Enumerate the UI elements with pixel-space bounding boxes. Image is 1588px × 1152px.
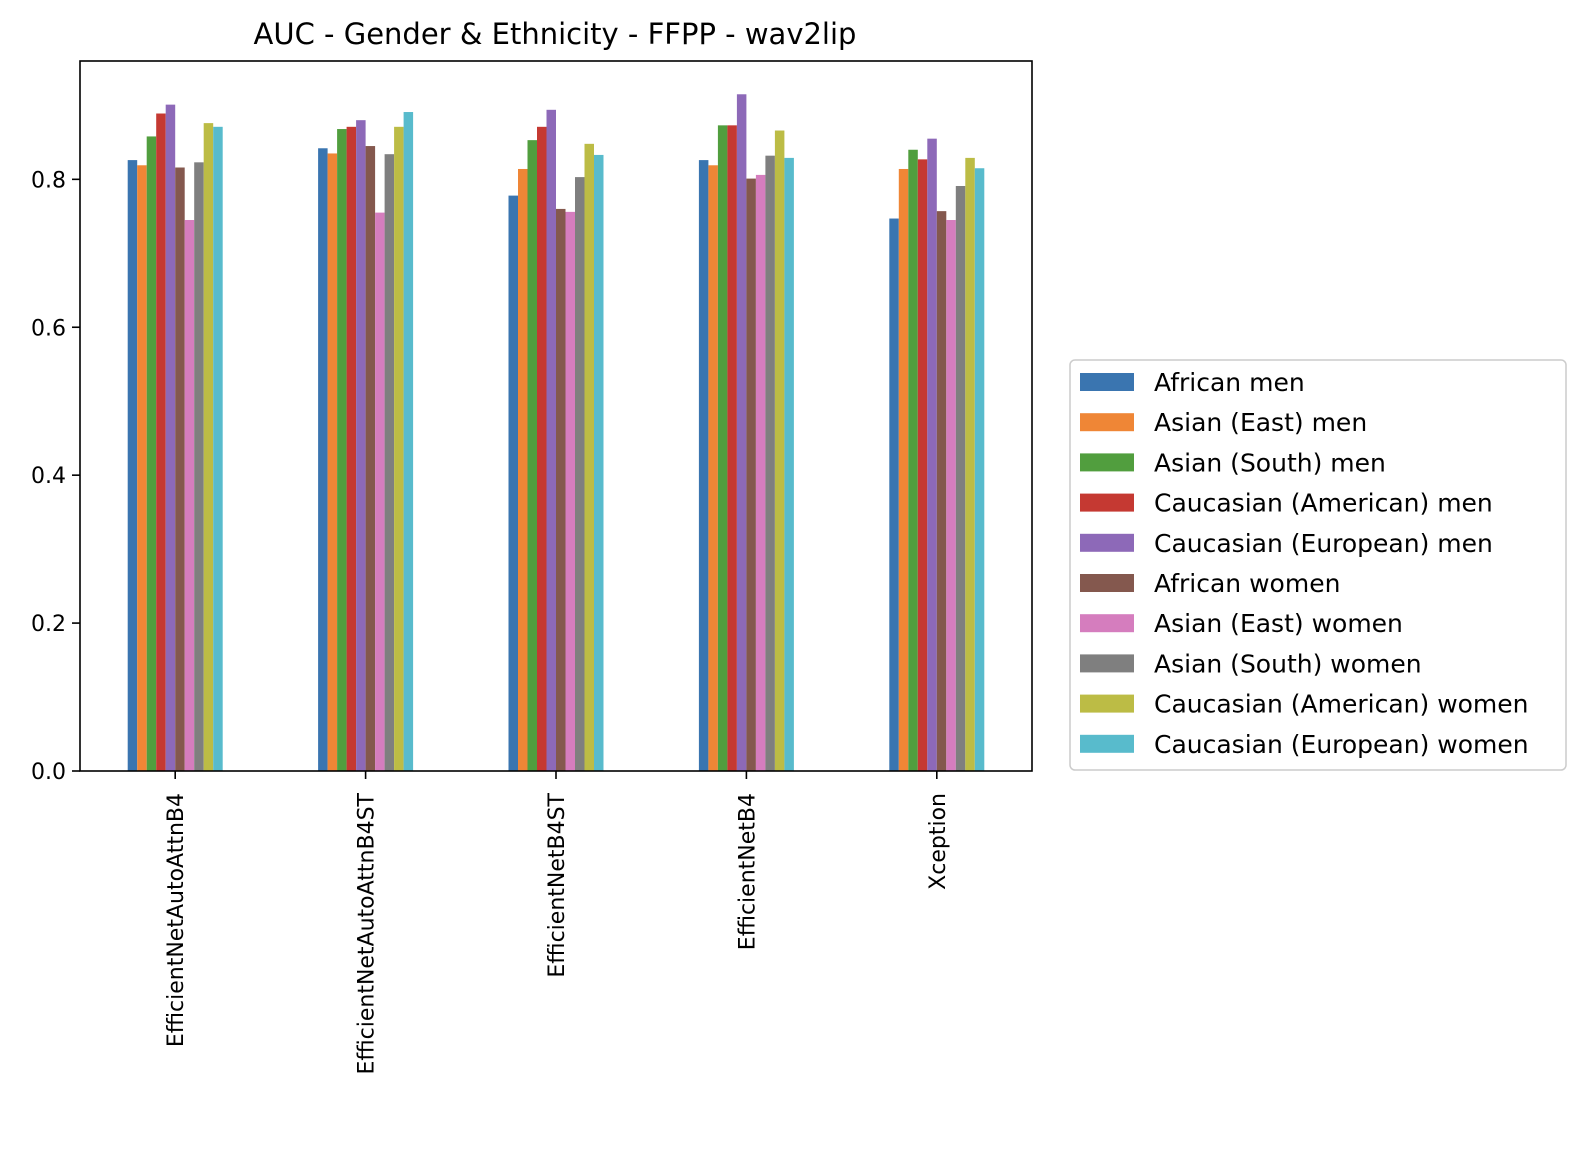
y-tick-label: 0.2	[31, 612, 66, 637]
bar	[403, 112, 414, 771]
bar	[384, 154, 395, 771]
legend-label: African men	[1154, 368, 1305, 397]
bar	[908, 149, 918, 771]
bar	[584, 143, 594, 771]
bar	[184, 220, 195, 771]
bar	[736, 94, 747, 771]
legend-swatch	[1080, 373, 1134, 391]
bar	[527, 140, 537, 771]
legend-frame	[1069, 359, 1567, 771]
bar	[127, 160, 138, 772]
x-axis: EfficientNetAutoAttnB4 EfficientNetAutoAt…	[164, 771, 951, 1075]
x-tick-label: EfficientNetAutoAttnB4	[164, 793, 189, 1047]
bar	[337, 129, 347, 772]
bars-layer	[127, 94, 985, 772]
bar	[889, 218, 899, 771]
bar	[375, 212, 385, 772]
bar	[727, 125, 737, 772]
legend-swatch	[1080, 654, 1134, 673]
bar	[546, 109, 556, 771]
legend-swatch	[1080, 694, 1134, 713]
bar	[698, 160, 709, 772]
bar	[936, 211, 947, 771]
bar	[194, 162, 204, 771]
bar	[556, 208, 566, 772]
bar	[213, 126, 223, 771]
bar	[717, 125, 728, 772]
bar	[318, 148, 328, 771]
legend-label: African women	[1154, 569, 1340, 598]
x-tick-label: EfficientNetB4	[735, 793, 760, 950]
y-tick-label: 0.6	[31, 316, 66, 341]
bar	[965, 157, 975, 771]
x-tick-label: Xception	[926, 793, 951, 890]
legend: African men Asian (East) men Asian (South)…	[1069, 359, 1567, 771]
legend-swatch	[1080, 493, 1134, 512]
legend-swatch	[1080, 574, 1134, 592]
bar	[508, 195, 518, 772]
legend-label: Asian (South) women	[1154, 649, 1422, 678]
bar	[746, 178, 756, 772]
y-tick-label: 0.4	[31, 464, 66, 489]
legend-label: Caucasian (European) men	[1154, 529, 1493, 558]
bar	[537, 126, 547, 771]
bar	[708, 165, 718, 771]
bar	[927, 138, 937, 771]
bar	[784, 157, 794, 771]
bar	[146, 136, 157, 771]
legend-swatch	[1080, 734, 1134, 753]
bar	[156, 113, 166, 771]
y-axis: 0.0 0.2 0.4 0.6 0.8	[31, 168, 80, 785]
legend-swatch	[1080, 614, 1134, 633]
legend-label: Caucasian (American) men	[1154, 489, 1493, 518]
bar	[346, 126, 357, 771]
bar	[917, 159, 928, 772]
bar	[898, 168, 909, 772]
y-tick-label: 0.0	[31, 760, 66, 785]
x-tick-label: EfficientNetAutoAttnB4ST	[355, 792, 380, 1074]
legend-label: Asian (East) men	[1154, 408, 1367, 437]
bar	[946, 220, 956, 771]
bar	[774, 130, 785, 771]
bar	[518, 168, 528, 772]
chart-title: AUC - Gender & Ethnicity - FFPP - wav2li…	[254, 17, 857, 51]
bar	[365, 146, 376, 772]
bar	[356, 120, 366, 772]
legend-swatch	[1080, 413, 1134, 432]
legend-label: Asian (East) women	[1154, 609, 1403, 638]
bar	[594, 154, 604, 771]
legend-label: Asian (South) men	[1154, 448, 1386, 477]
bar	[137, 165, 147, 771]
legend-label: Caucasian (American) women	[1154, 690, 1529, 719]
bar	[565, 211, 575, 771]
bar	[974, 168, 985, 772]
legend-label: Caucasian (European) women	[1154, 730, 1529, 759]
bar	[755, 174, 766, 771]
legend-swatch	[1080, 453, 1134, 472]
bar	[203, 123, 214, 772]
bar	[175, 167, 185, 771]
bar	[165, 104, 176, 771]
bar	[575, 177, 585, 772]
bar	[394, 126, 404, 771]
y-tick-label: 0.8	[31, 168, 66, 193]
legend-swatch	[1080, 533, 1134, 552]
bar	[955, 185, 966, 772]
bar	[327, 153, 338, 771]
x-tick-label: EfficientNetB4ST	[545, 792, 570, 977]
bar	[765, 155, 775, 772]
